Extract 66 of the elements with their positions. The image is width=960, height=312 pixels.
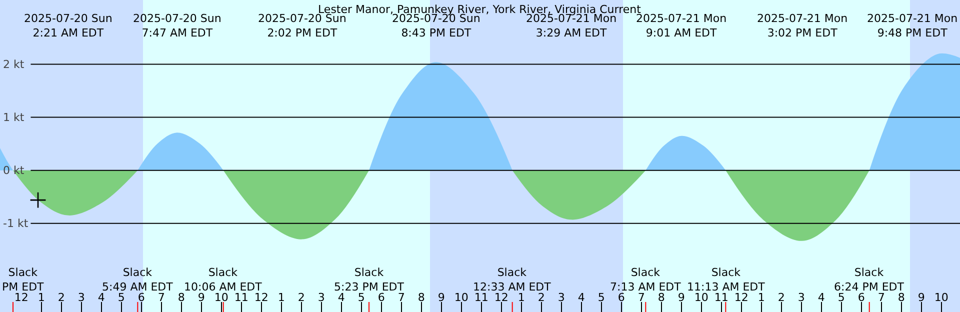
annotation: Slack 12:33 AM EDT bbox=[473, 266, 552, 294]
x-tick-label: 3 bbox=[318, 291, 325, 304]
x-tick-label: 6 bbox=[618, 291, 625, 304]
x-tick-label: 2 bbox=[538, 291, 545, 304]
x-tick-label: 2 bbox=[298, 291, 305, 304]
x-tick-label: 2 bbox=[778, 291, 785, 304]
x-tick-label: 10 bbox=[694, 291, 708, 304]
x-tick-label: 6 bbox=[138, 291, 145, 304]
x-tick-label: 8 bbox=[898, 291, 905, 304]
x-tick-label: 7 bbox=[398, 291, 405, 304]
x-tick-label: 12 bbox=[494, 291, 508, 304]
x-tick-label: 3 bbox=[558, 291, 565, 304]
x-tick-label: 5 bbox=[358, 291, 365, 304]
x-tick-label: 10 bbox=[934, 291, 948, 304]
x-tick-label: 3 bbox=[798, 291, 805, 304]
x-tick-label: 12 bbox=[14, 291, 28, 304]
x-tick-label: 5 bbox=[598, 291, 605, 304]
x-tick-label: 1 bbox=[518, 291, 525, 304]
annotation: 2025-07-21 Mon 9:01 AM EDT bbox=[636, 12, 727, 40]
x-tick-label: 12 bbox=[254, 291, 268, 304]
x-tick-label: 5 bbox=[118, 291, 125, 304]
annotation: Slack PM EDT bbox=[2, 266, 44, 294]
x-tick-label: 1 bbox=[38, 291, 45, 304]
x-tick-label: 2 bbox=[58, 291, 65, 304]
x-tick-label: 9 bbox=[198, 291, 205, 304]
x-tick-label: 6 bbox=[378, 291, 385, 304]
x-tick-label: 11 bbox=[234, 291, 248, 304]
annotation: Slack 5:49 AM EDT bbox=[102, 266, 174, 294]
annotation: Slack 11:13 AM EDT bbox=[687, 266, 766, 294]
x-tick-label: 11 bbox=[714, 291, 728, 304]
annotation: Slack 7:13 AM EDT bbox=[610, 266, 682, 294]
x-tick-label: 8 bbox=[418, 291, 425, 304]
x-tick-label: 4 bbox=[338, 291, 345, 304]
x-tick-label: 10 bbox=[454, 291, 468, 304]
x-tick-label: 5 bbox=[838, 291, 845, 304]
annotation: 2025-07-21 Mon 3:02 PM EDT bbox=[757, 12, 848, 40]
x-tick-label: 11 bbox=[474, 291, 488, 304]
x-tick-label: 9 bbox=[678, 291, 685, 304]
x-tick-label: 1 bbox=[278, 291, 285, 304]
x-tick-label: 1 bbox=[758, 291, 765, 304]
x-tick-label: 3 bbox=[78, 291, 85, 304]
annotation: 2025-07-20 Sun 2:02 PM EDT bbox=[258, 12, 346, 40]
annotation: 2025-07-21 Mon 3:29 AM EDT bbox=[526, 12, 617, 40]
x-tick-label: 7 bbox=[878, 291, 885, 304]
annotation: 2025-07-20 Sun 8:43 PM EDT bbox=[392, 12, 480, 40]
x-tick-label: 6 bbox=[858, 291, 865, 304]
x-tick-label: 8 bbox=[178, 291, 185, 304]
y-tick-label: -1 kt bbox=[3, 217, 29, 230]
annotation: 2025-07-20 Sun 2:21 AM EDT bbox=[24, 12, 112, 40]
x-tick-label: 7 bbox=[158, 291, 165, 304]
y-tick-label: 2 kt bbox=[3, 58, 25, 72]
annotation: 2025-07-20 Sun 7:47 AM EDT bbox=[133, 12, 222, 40]
annotation: Slack 10:06 AM EDT bbox=[184, 266, 262, 294]
annotation: 2025-07-21 Mon 9:48 PM EDT bbox=[867, 12, 958, 40]
x-tick-label: 9 bbox=[918, 291, 925, 304]
x-tick-label: 12 bbox=[734, 291, 748, 304]
x-tick-label: 4 bbox=[98, 291, 105, 304]
x-tick-label: 8 bbox=[658, 291, 665, 304]
x-tick-label: 7 bbox=[638, 291, 645, 304]
x-tick-label: 4 bbox=[818, 291, 825, 304]
x-tick-label: 4 bbox=[578, 291, 585, 304]
annotation: Slack 6:24 PM EDT bbox=[834, 266, 904, 294]
x-tick-label: 10 bbox=[214, 291, 228, 304]
annotation: Slack 5:23 PM EDT bbox=[334, 266, 404, 294]
y-tick-label: 1 kt bbox=[3, 111, 25, 124]
x-tick-label: 9 bbox=[438, 291, 445, 304]
